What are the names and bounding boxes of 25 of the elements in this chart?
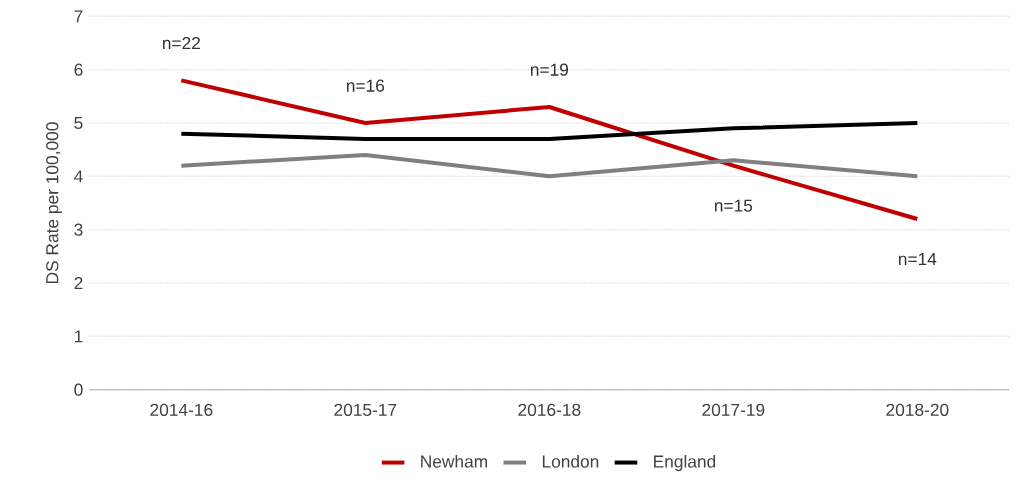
line-series: [179, 153, 920, 179]
x-tick-label: 2014-16: [150, 403, 213, 416]
y-tick-label: 5: [74, 116, 83, 130]
annotation: n=15: [714, 199, 753, 212]
y-axis-title: DS Rate per 100,000: [46, 122, 62, 284]
y-tick-label: 2: [74, 276, 83, 290]
x-tick-label: 2015-17: [334, 403, 397, 416]
y-tick-label: 3: [74, 223, 83, 236]
line-series: [179, 78, 920, 221]
y-tick-label: 0: [74, 383, 83, 396]
y-tick-label: 4: [74, 170, 83, 183]
legend-label: Newham: [421, 454, 487, 468]
line-series: [179, 121, 920, 142]
annotation: n=22: [162, 36, 200, 50]
x-tick-label: 2016-18: [518, 403, 581, 416]
annotation: n=19: [530, 63, 569, 76]
x-tick-label: 2017-19: [702, 403, 765, 416]
x-tick-label: 2018-20: [886, 403, 949, 416]
annotation: n=14: [898, 253, 937, 265]
legend-label: London: [542, 454, 599, 468]
y-tick-label: 6: [74, 63, 83, 76]
legend-label: England: [654, 454, 716, 472]
y-tick-label: 7: [74, 10, 83, 23]
annotation: n=16: [346, 79, 385, 92]
y-tick-label: 1: [74, 330, 83, 343]
